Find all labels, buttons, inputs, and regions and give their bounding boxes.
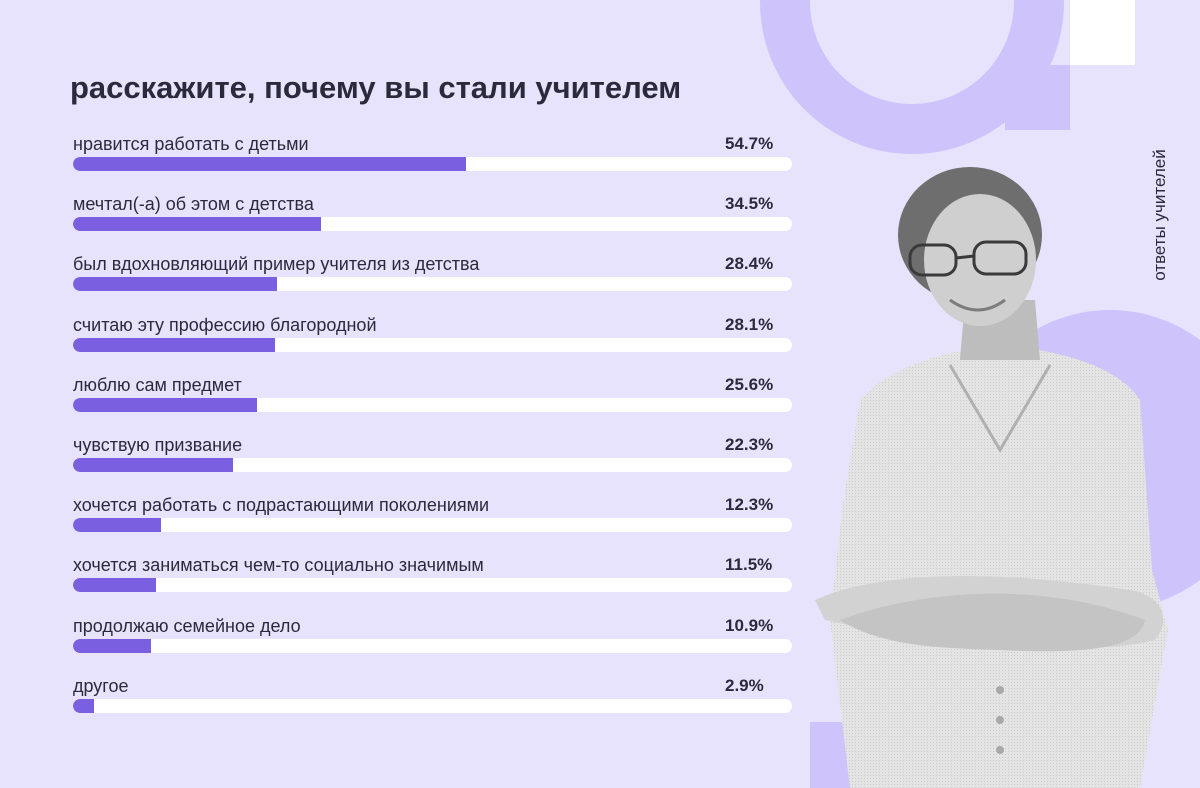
bar-row: считаю эту профессию благородной 28.1% xyxy=(73,311,793,361)
bar-fill xyxy=(73,397,258,412)
bar-row: продолжаю семейное дело 10.9% xyxy=(73,612,793,662)
bar-row: люблю сам предмет 25.6% xyxy=(73,371,793,421)
bar-row: хочется работать с подрастающими поколен… xyxy=(73,491,793,541)
bar-track xyxy=(73,578,792,593)
bar-fill xyxy=(73,337,276,352)
bar-row: чувствую призвание 22.3% xyxy=(73,431,793,481)
bar-track xyxy=(73,698,792,713)
bar-label: был вдохновляющий пример учителя из детс… xyxy=(73,254,480,275)
bar-label: люблю сам предмет xyxy=(73,374,242,395)
bar-fill xyxy=(73,638,152,653)
bar-label: хочется работать с подрастающими поколен… xyxy=(73,495,490,516)
bar-label: чувствую призвание xyxy=(73,435,243,455)
bar-track xyxy=(73,397,792,412)
teacher-photo xyxy=(815,167,1168,788)
bar-value-label: 28.1% xyxy=(725,314,774,334)
bar-label: мечтал(-а) об этом с детства xyxy=(73,194,314,215)
bar-label: считаю эту профессию благородной xyxy=(73,314,377,335)
decor-square-white xyxy=(1070,0,1135,65)
bar-fill xyxy=(73,698,94,713)
bar-row: мечтал(-а) об этом с детства 34.5% xyxy=(73,190,793,240)
bar-value-label: 2.9% xyxy=(725,675,764,695)
bar-track xyxy=(73,458,792,472)
bar-value-label: 11.5% xyxy=(725,555,773,575)
bar-label: нравится работать с детьми xyxy=(73,134,309,154)
bar-value-label: 22.3% xyxy=(725,435,774,454)
chart-title: расскажите, почему вы стали учителем xyxy=(70,70,682,105)
bar-row: хочется заниматься чем-то социально знач… xyxy=(73,551,793,601)
bar-row: нравится работать с детьми 54.7% xyxy=(73,130,793,180)
bar-label: хочется заниматься чем-то социально знач… xyxy=(73,555,484,576)
bar-track xyxy=(73,337,792,352)
decor-square-lavender xyxy=(1005,65,1070,130)
bar-track xyxy=(73,638,792,653)
bar-fill xyxy=(73,157,467,171)
bar-track xyxy=(73,518,792,533)
face-shape xyxy=(924,194,1036,326)
bar-label: продолжаю семейное дело xyxy=(73,615,301,636)
bar-value-label: 54.7% xyxy=(725,134,774,153)
bar-track xyxy=(73,217,792,232)
bar-row: был вдохновляющий пример учителя из детс… xyxy=(73,250,793,300)
bar-row: другое 2.9% xyxy=(73,672,793,722)
bar-value-label: 28.4% xyxy=(725,254,774,274)
bar-value-label: 25.6% xyxy=(725,374,774,394)
bar-track xyxy=(73,157,792,171)
bar-fill xyxy=(73,277,278,292)
bar-label: другое xyxy=(73,675,129,696)
bar-track xyxy=(73,277,792,292)
bar-value-label: 10.9% xyxy=(725,615,774,635)
bar-value-label: 12.3% xyxy=(725,495,774,515)
bar-fill xyxy=(73,578,156,593)
bar-fill xyxy=(73,217,322,232)
bar-value-label: 34.5% xyxy=(725,194,774,214)
bar-fill xyxy=(73,458,234,472)
bar-fill xyxy=(73,518,162,533)
